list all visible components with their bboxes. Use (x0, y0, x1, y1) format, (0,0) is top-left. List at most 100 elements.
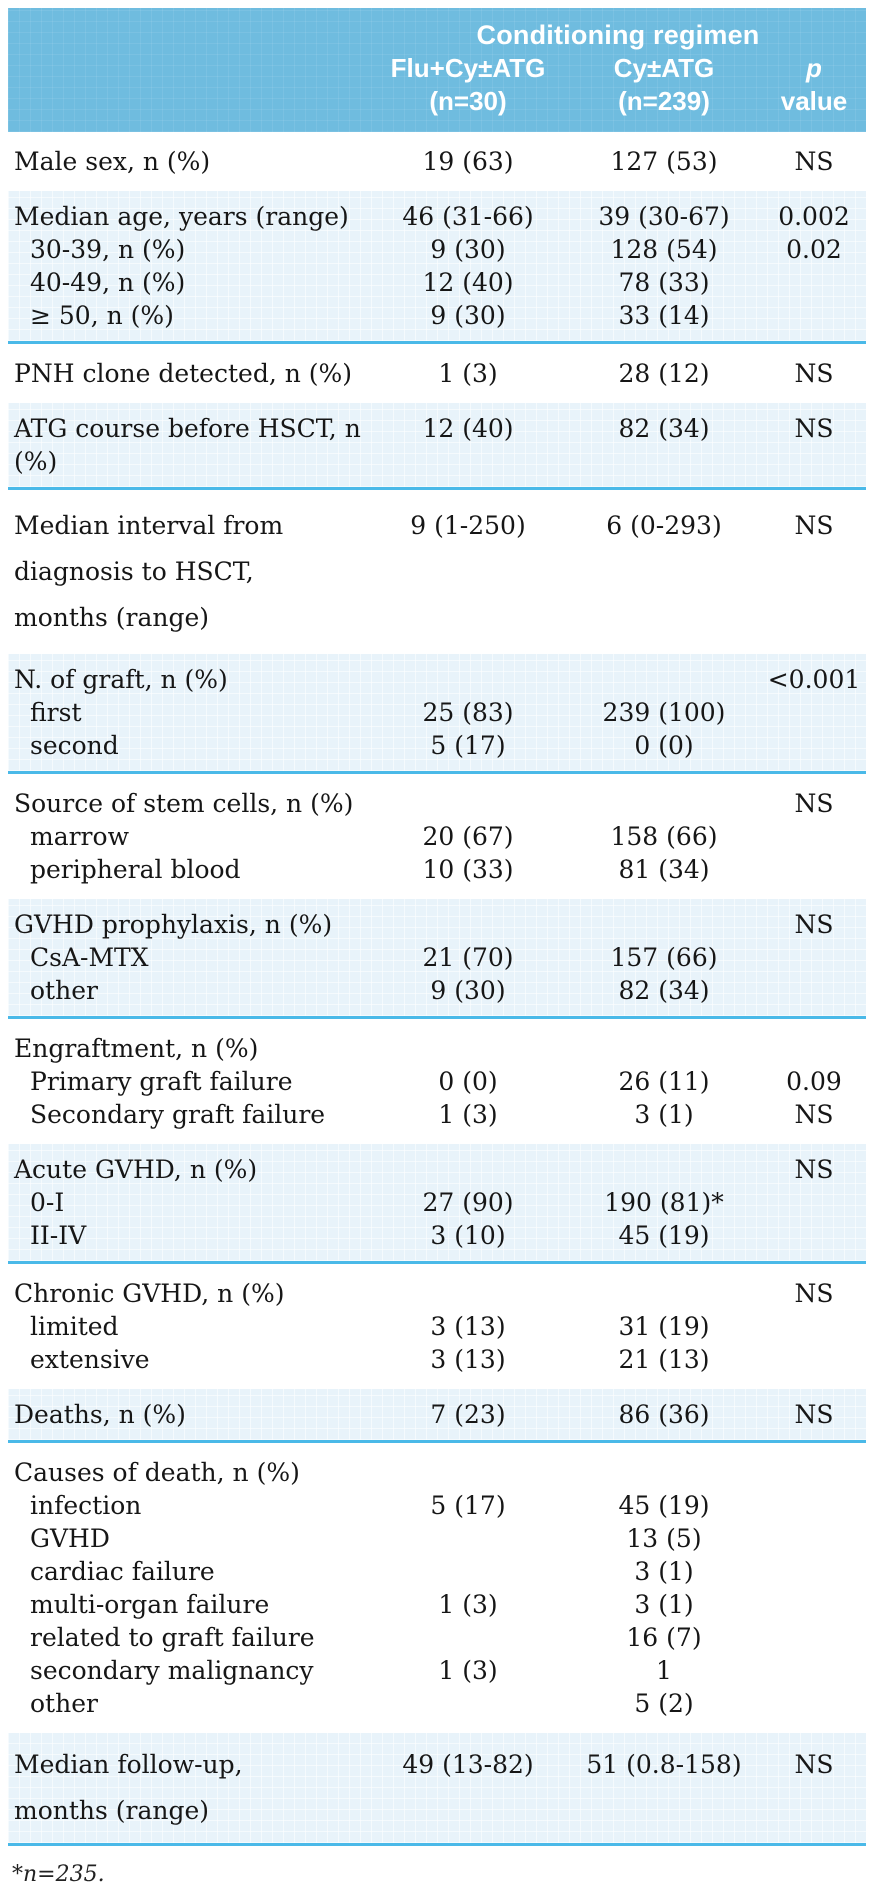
table-row: ATG course before HSCT, n (%) 12 (40) 82 (… (8, 412, 866, 478)
value-flu-cy-atg (370, 1032, 566, 1065)
value-flu-cy-atg: 1 (3) (438, 1656, 498, 1685)
table-section: GVHD prophylaxis, n (%) NS CsA-MTX 21 (70) 1… (8, 899, 866, 1019)
row-label: cardiac failure (30, 1557, 215, 1586)
row-label: Causes of death, n (%) (14, 1458, 300, 1487)
value-p (762, 1032, 866, 1065)
value-p (762, 1522, 866, 1555)
value-cy-atg: 3 (1) (634, 1590, 694, 1619)
table-section: Median age, years (range) 46 (31-66) 39 (3… (8, 191, 866, 344)
column-header-line: (n=239) (618, 86, 710, 116)
value-cy-atg: 158 (66) (610, 822, 718, 851)
value-p: NS (794, 1279, 834, 1308)
value-cy-atg (566, 1456, 762, 1489)
column-header-line: value (780, 86, 848, 116)
row-label-line: months (range) (14, 1796, 210, 1825)
row-label: peripheral blood (30, 855, 241, 884)
value-p (762, 941, 866, 974)
value-cy-atg (566, 1277, 762, 1310)
table-row: II-IV 3 (10) 45 (19) (8, 1219, 866, 1252)
table-row: Primary graft failure 0 (0) 26 (11) 0.09 (8, 1065, 866, 1098)
value-flu-cy-atg: 1 (3) (438, 1590, 498, 1619)
value-flu-cy-atg: 21 (70) (422, 943, 514, 972)
table-row: GVHD 13 (5) (8, 1522, 866, 1555)
value-flu-cy-atg: 3 (13) (430, 1345, 506, 1374)
row-label: Male sex, n (%) (14, 147, 211, 176)
table-row: Deaths, n (%) 7 (23) 86 (36) NS (8, 1398, 866, 1431)
value-cy-atg: 0 (0) (634, 731, 694, 760)
table-row: first 25 (83) 239 (100) (8, 696, 866, 729)
value-cy-atg: 128 (54) (610, 235, 718, 264)
row-label: PNH clone detected, n (%) (14, 359, 353, 388)
table-row: Engraftment, n (%) (8, 1032, 866, 1065)
header-group-row: Conditioning regimen (8, 18, 866, 52)
value-flu-cy-atg (370, 1621, 566, 1654)
value-cy-atg: 26 (11) (618, 1067, 710, 1096)
table-row: extensive 3 (13) 21 (13) (8, 1343, 866, 1376)
table-section: Causes of death, n (%) infection 5 (17) 45 … (8, 1443, 866, 1733)
value-p (762, 1310, 866, 1343)
value-p (762, 853, 866, 886)
value-flu-cy-atg: 27 (90) (422, 1188, 514, 1217)
value-flu-cy-atg: 49 (13-82) (402, 1750, 534, 1779)
table-body: Male sex, n (%) 19 (63) 127 (53) NS Median a… (8, 132, 866, 1846)
value-p: 0.002 (778, 202, 850, 231)
value-p: NS (794, 789, 834, 818)
table-header: Conditioning regimen Flu+Cy±ATG (n=30) C… (8, 8, 866, 132)
table-row: marrow 20 (67) 158 (66) (8, 820, 866, 853)
row-label: ATG course before HSCT, n (%) (14, 414, 361, 476)
value-p (762, 1687, 866, 1720)
value-p: NS (794, 1400, 834, 1429)
value-cy-atg: 6 (0-293) (606, 511, 722, 540)
value-flu-cy-atg (370, 1687, 566, 1720)
row-label: Median interval from diagnosis to HSCT, mo… (8, 503, 370, 641)
value-p (762, 1555, 866, 1588)
row-label: multi-organ failure (30, 1590, 270, 1619)
row-label-line: diagnosis to HSCT, (14, 557, 254, 586)
row-label: N. of graft, n (%) (14, 665, 228, 694)
value-cy-atg: 28 (12) (618, 359, 710, 388)
value-cy-atg: 51 (0.8-158) (586, 1750, 742, 1779)
value-flu-cy-atg: 9 (30) (430, 301, 506, 330)
column-header-line: Flu+Cy±ATG (390, 53, 546, 83)
table-row: Acute GVHD, n (%) NS (8, 1153, 866, 1186)
table-section: N. of graft, n (%) <0.001 first 25 (83) 239 … (8, 654, 866, 774)
table-row: Chronic GVHD, n (%) NS (8, 1277, 866, 1310)
value-p (762, 974, 866, 1007)
value-flu-cy-atg: 9 (30) (430, 235, 506, 264)
column-header-flu-cy-atg: Flu+Cy±ATG (n=30) (370, 52, 566, 118)
row-label: GVHD prophylaxis, n (%) (14, 910, 333, 939)
value-p (762, 1654, 866, 1687)
table-section: ATG course before HSCT, n (%) 12 (40) 82 (… (8, 403, 866, 490)
column-header-line: Cy±ATG (613, 53, 715, 83)
value-flu-cy-atg: 3 (13) (430, 1312, 506, 1341)
table-row: 30-39, n (%) 9 (30) 128 (54) 0.02 (8, 233, 866, 266)
table-section: Acute GVHD, n (%) NS 0-I 27 (90) 190 (81)* II… (8, 1144, 866, 1264)
column-group-title: Conditioning regimen (476, 20, 760, 50)
value-flu-cy-atg (370, 1153, 566, 1186)
table-row: CsA-MTX 21 (70) 157 (66) (8, 941, 866, 974)
header-columns-row: Flu+Cy±ATG (n=30) Cy±ATG (n=239) p value (8, 52, 866, 118)
header-spacer (8, 52, 370, 118)
table-section: Median interval from diagnosis to HSCT, mo… (8, 490, 866, 654)
value-flu-cy-atg: 9 (30) (430, 976, 506, 1005)
value-flu-cy-atg (370, 908, 566, 941)
value-p (762, 299, 866, 332)
row-label: other (30, 1689, 98, 1718)
table-footnote: *n=235. (12, 1862, 105, 1887)
table-row: Median age, years (range) 46 (31-66) 39 (3… (8, 200, 866, 233)
value-cy-atg: 45 (19) (618, 1221, 710, 1250)
value-flu-cy-atg: 20 (67) (422, 822, 514, 851)
table-row: cardiac failure 3 (1) (8, 1555, 866, 1588)
value-cy-atg: 21 (13) (618, 1345, 710, 1374)
value-flu-cy-atg: 12 (40) (422, 268, 514, 297)
value-cy-atg: 5 (2) (634, 1689, 694, 1718)
table-row: second 5 (17) 0 (0) (8, 729, 866, 762)
row-label: ≥ 50, n (%) (30, 301, 174, 330)
value-p: NS (794, 1100, 834, 1129)
row-label: second (30, 731, 119, 760)
value-cy-atg (566, 1032, 762, 1065)
value-p: NS (794, 1155, 834, 1184)
value-flu-cy-atg (370, 1277, 566, 1310)
row-label: Median follow-up, months (range) (8, 1742, 370, 1834)
table-row: limited 3 (13) 31 (19) (8, 1310, 866, 1343)
